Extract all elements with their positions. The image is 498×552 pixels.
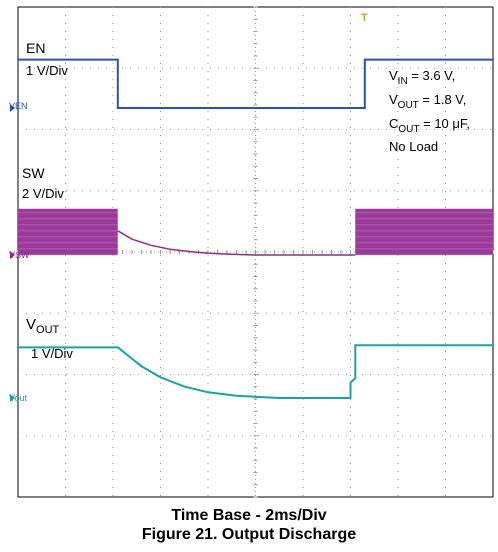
sw-switching-burst — [18, 208, 118, 255]
grid — [17, 6, 494, 498]
condition-vout: VOUT = 1.8 V, — [389, 92, 466, 111]
channel-vout-scale: 1 V/Div — [31, 346, 73, 361]
channel-en-scale: 1 V/Div — [26, 63, 68, 78]
figure-title: Figure 21. Output Discharge — [141, 526, 357, 543]
channel-en-label: EN — [26, 40, 45, 56]
condition-load: No Load — [389, 139, 438, 154]
ground-marker-vout: Vout — [9, 393, 28, 403]
ground-marker-en: VEN — [9, 101, 28, 111]
condition-cout: COUT = 10 μF, — [389, 116, 470, 135]
sw-switching-burst — [355, 208, 493, 255]
trace-sw — [117, 230, 356, 256]
x-axis-label: Time Base - 2ms/Div — [171, 507, 327, 524]
ground-arrow — [10, 251, 15, 259]
channel-sw-label: SW — [22, 165, 45, 181]
ground-arrow — [10, 394, 15, 402]
ground-arrow — [10, 104, 15, 112]
trace-vout — [18, 344, 493, 399]
channel-vout-label: VOUT — [26, 316, 60, 336]
condition-vin: VIN = 3.6 V, — [389, 68, 455, 87]
channel-sw-scale: 2 V/Div — [22, 186, 64, 201]
trigger-marker: T — [361, 12, 368, 24]
oscilloscope-plot: T EN 1 V/Div SW 2 V/Div VOUT 1 V/Div VEN… — [9, 6, 494, 498]
trace-en — [18, 58, 493, 109]
ground-marker-sw: VSW — [9, 250, 30, 260]
traces — [10, 58, 493, 402]
